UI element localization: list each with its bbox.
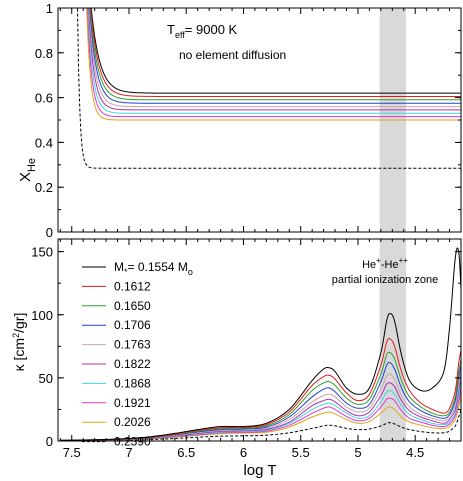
xhe-series-0.1650 (58, 7, 461, 101)
xhe-series-0.2390 (58, 7, 461, 169)
xlabel: log T (243, 462, 276, 479)
y-tick-label: 0.2 (35, 180, 53, 195)
legend-label: 0.1706 (114, 318, 151, 332)
y-tick-label: 0 (46, 225, 53, 240)
top-series-group (58, 7, 461, 169)
y-tick-label: 150 (31, 245, 53, 260)
legend-label: 0.1868 (114, 376, 151, 390)
kappa-series-0.1612 (60, 337, 462, 441)
y-tick-label: 0.8 (35, 46, 53, 61)
xhe-series-0.1822 (58, 7, 461, 111)
zone-label-line1: He+-He++ (362, 256, 408, 271)
bottom-panel: 7.5 7 6.5 6 5.5 5 4.5 0 50 100 150 κ [cm2/gr] log … (11, 238, 462, 479)
xhe-series-0.1612 (58, 7, 461, 97)
xhe-series-0.1921 (58, 7, 461, 118)
legend-label: 0.2390 (114, 435, 151, 449)
top-axis-ticks: 0 0.2 0.4 0.6 0.8 1 (35, 1, 462, 240)
top-ylabel: XHe (17, 158, 38, 182)
legend-label: 0.1650 (114, 299, 151, 313)
top-panel: 0 0.2 0.4 0.6 0.8 1 XHe Teff= 9000 K no eleme… (17, 1, 462, 240)
y-tick-label: 100 (31, 308, 53, 323)
x-tick-label: 7.5 (63, 445, 81, 460)
x-tick-label: 6 (240, 445, 247, 460)
x-tick-label: 4.5 (406, 445, 424, 460)
bottom-shaded-band (379, 239, 407, 441)
y-tick-label: 1 (46, 1, 53, 16)
teff-annotation: Teff= 9000 K (167, 22, 238, 40)
legend-label: 0.1921 (114, 396, 151, 410)
zone-label-line2: partial ionization zone (332, 274, 438, 286)
xhe-series-0.1554 (58, 7, 461, 94)
xhe-series-0.1763 (58, 7, 461, 108)
kappa-series-0.1554 (60, 247, 462, 441)
legend-label: M*= 0.1554 Mo (114, 260, 193, 277)
x-tick-label: 6.5 (177, 445, 195, 460)
top-plot-frame (57, 7, 462, 233)
y-tick-label: 0 (46, 434, 53, 449)
x-tick-label: 5.5 (292, 445, 310, 460)
legend-label: 0.1763 (114, 338, 151, 352)
kappa-series-0.2390 (60, 409, 462, 442)
x-tick-label: 7 (125, 445, 132, 460)
bottom-axis-ticks: 7.5 7 6.5 6 5.5 5 4.5 0 50 100 150 (31, 239, 462, 460)
x-tick-label: 5 (354, 445, 361, 460)
no-diffusion-note: no element diffusion (179, 48, 286, 62)
xhe-series-0.1868 (58, 7, 461, 114)
xhe-series-0.1706 (58, 7, 461, 104)
legend-label: 0.2026 (114, 415, 151, 429)
legend-label: 0.1822 (114, 357, 151, 371)
legend-label: 0.1612 (114, 279, 151, 293)
bottom-plot-frame (57, 238, 462, 442)
bottom-ylabel: κ [cm2/gr] (11, 313, 27, 372)
y-tick-label: 50 (39, 371, 53, 386)
y-tick-label: 0.6 (35, 91, 53, 106)
bottom-series-group (60, 247, 462, 442)
y-tick-label: 0.4 (35, 135, 53, 150)
xhe-series-0.2026 (58, 7, 461, 121)
legend: M*= 0.1554 Mo 0.1612 0.1650 0.1706 0.1763 0.1… (82, 260, 193, 449)
